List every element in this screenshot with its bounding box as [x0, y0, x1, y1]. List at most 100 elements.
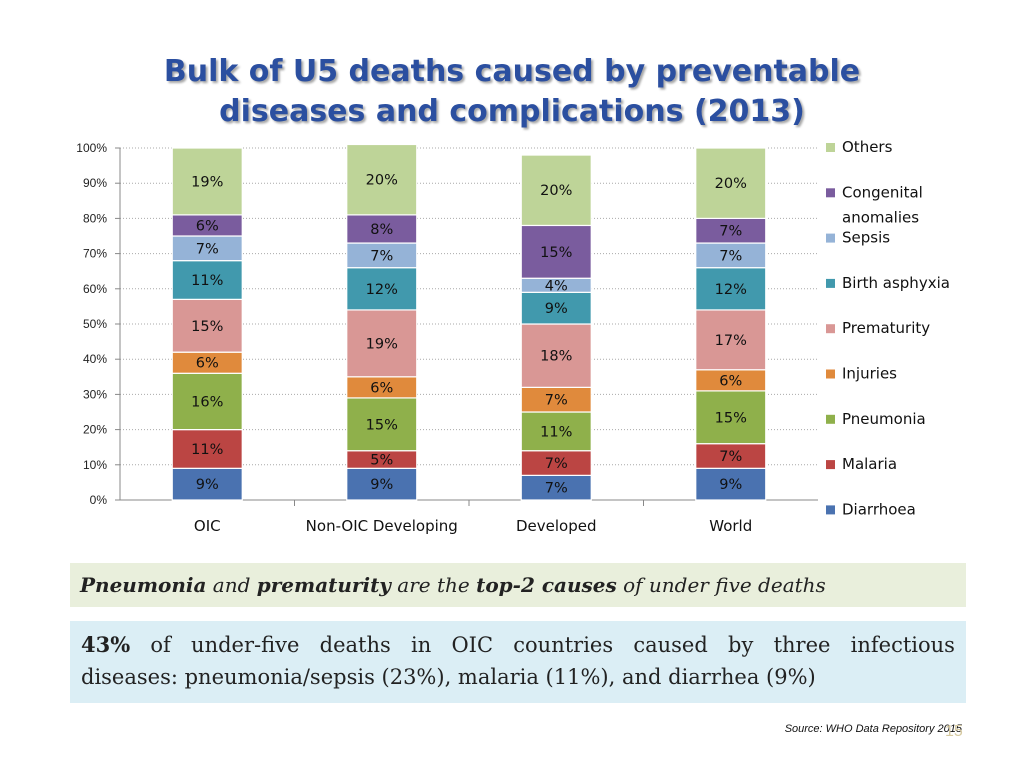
page-number: 15 [945, 723, 963, 740]
data-label: 7% [370, 248, 393, 264]
bar-segment [520, 224, 592, 279]
summary-word: of [150, 633, 171, 657]
data-label: 15% [540, 245, 572, 261]
y-tick-label: 80% [83, 211, 107, 225]
data-label: 9% [370, 477, 393, 493]
legend-swatch [826, 324, 835, 334]
legend-label: Malaria [842, 455, 897, 473]
data-label: 9% [196, 477, 219, 493]
slide-title-line1: Bulk of U5 deaths caused by preventable [163, 54, 861, 89]
slide-title: Bulk of U5 deaths caused by preventable … [0, 52, 1024, 132]
bar-segment [695, 443, 767, 469]
bar-segment [520, 474, 592, 501]
summary-word: deaths [319, 633, 391, 657]
data-label: 12% [366, 282, 398, 298]
y-tick-label: 70% [83, 247, 107, 261]
takeaway-text-2: are the [390, 573, 477, 597]
data-label: 7% [719, 449, 742, 465]
legend-label: Injuries [842, 365, 897, 383]
data-label: 19% [366, 336, 398, 352]
legend-swatch [826, 233, 835, 243]
legend-label: Prematurity [842, 319, 930, 337]
data-label: 15% [191, 319, 223, 335]
category-label: Developed [516, 517, 597, 535]
y-tick-label: 20% [83, 423, 107, 437]
legend-swatch [826, 460, 835, 470]
category-label: Non-OIC Developing [306, 517, 458, 535]
takeaway-top-causes: top-2 causes [476, 573, 617, 597]
bar-segment [520, 154, 592, 227]
legend-label: Diarrhoea [842, 500, 916, 518]
summary-highlight: 43% [81, 632, 131, 657]
legend-label: Sepsis [842, 229, 890, 247]
takeaway-text-3: of under five deaths [616, 573, 826, 597]
summary-line-1: 43% of under-five deaths in OIC countries cause… [81, 629, 955, 661]
bar-segment [346, 467, 418, 501]
bar-segment [346, 267, 418, 311]
bar-segment [695, 467, 767, 501]
data-label: 15% [715, 410, 747, 426]
bar-segment [695, 147, 767, 220]
data-label: 9% [719, 477, 742, 493]
bar-segment [695, 390, 767, 445]
bar-segment [520, 450, 592, 476]
bar-segment [695, 242, 767, 269]
stacked-bar-chart: 0% 10% 20% 30% 40% 50% 60% 70% 80% 90% 100% 9% 11% 16… [76, 138, 950, 535]
bar-segment [346, 143, 418, 216]
summary-word: three [773, 633, 831, 657]
summary-word: infectious [850, 633, 955, 657]
slide-title-line2: diseases and complications (2013) [219, 94, 805, 129]
summary-word: by [728, 633, 754, 657]
summary-box: 43% of under-five deaths in OIC countries cause… [70, 621, 966, 703]
source-note: Source: WHO Data Repository 2015 [784, 723, 962, 735]
bar-segment [171, 147, 243, 216]
data-label: 20% [366, 173, 398, 189]
bar-segment [346, 309, 418, 378]
y-tick-label: 60% [83, 282, 107, 296]
legend-label: anomalies [842, 208, 919, 226]
data-label: 4% [545, 278, 568, 294]
data-label: 19% [191, 174, 223, 190]
bar-segment [171, 235, 243, 262]
bar-segment [695, 309, 767, 371]
takeaway-box: Pneumonia and prematurity are the top-2 … [70, 563, 966, 607]
bar-segment [520, 386, 592, 413]
summary-word: under-five [191, 633, 300, 657]
legend-swatch [826, 369, 835, 379]
legend-swatch [826, 414, 835, 424]
takeaway-text-1: and [206, 573, 257, 597]
y-tick-label: 30% [83, 387, 107, 401]
data-label: 20% [715, 176, 747, 192]
summary-line-2: diseases: pneumonia/sepsis (23%), malari… [81, 665, 816, 689]
y-tick-label: 0% [90, 493, 108, 507]
summary-word: in [410, 633, 432, 657]
takeaway-pneumonia: Pneumonia [80, 573, 207, 597]
bar-segment [346, 214, 418, 244]
data-label: 17% [715, 333, 747, 349]
bar-segment [171, 467, 243, 501]
legend-label: Others [842, 138, 893, 156]
legend-label: Congenital [842, 183, 923, 201]
data-label: 6% [196, 356, 219, 372]
summary-word: OIC [451, 633, 494, 657]
data-label: 15% [366, 417, 398, 433]
legend-label: Birth asphyxia [842, 274, 950, 292]
legend-swatch [826, 143, 835, 152]
data-label: 7% [196, 241, 219, 257]
summary-word: countries [513, 633, 614, 657]
data-label: 16% [191, 394, 223, 410]
data-label: 5% [370, 453, 393, 469]
data-label: 11% [540, 424, 572, 440]
data-label: 6% [370, 380, 393, 396]
data-label: 7% [545, 481, 568, 497]
data-label: 6% [196, 218, 219, 234]
data-label: 6% [719, 373, 742, 389]
y-tick-label: 10% [83, 458, 107, 472]
data-label: 11% [191, 442, 223, 458]
legend-swatch [826, 505, 835, 515]
bar-segment [520, 411, 592, 452]
legend-swatch [826, 188, 835, 198]
summary-word: caused [633, 633, 708, 657]
y-tick-label: 90% [83, 176, 107, 190]
bar-segment [346, 397, 418, 452]
